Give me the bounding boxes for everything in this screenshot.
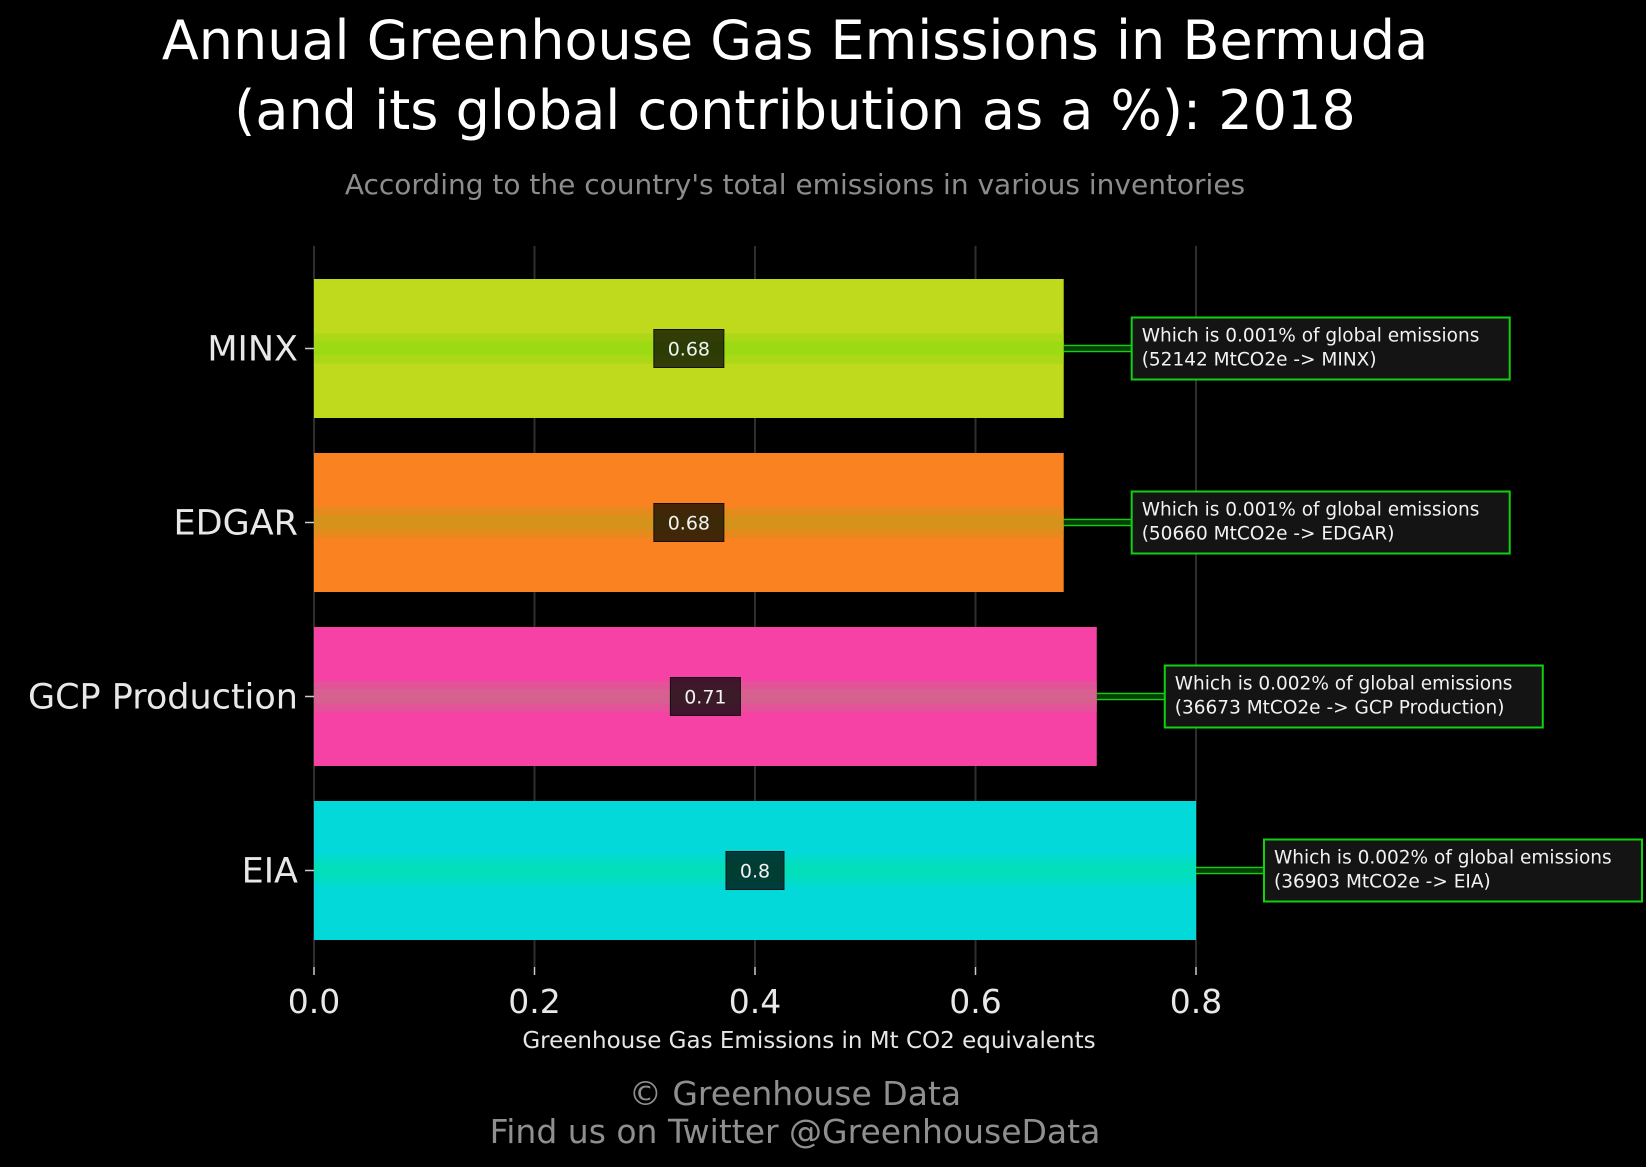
annotations-group: Which is 0.001% of global emissions (5214… xyxy=(1063,316,1643,903)
x-tick-label: 0.8 xyxy=(1170,982,1222,1021)
title-line-1: Annual Greenhouse Gas Emissions in Bermu… xyxy=(161,9,1429,72)
value-label: 0.68 xyxy=(668,513,710,535)
value-label: 0.8 xyxy=(740,861,770,883)
x-axis-label: Greenhouse Gas Emissions in Mt CO2 equiv… xyxy=(522,1028,1095,1054)
annotation-box xyxy=(1130,316,1511,381)
x-tick-label: 0.4 xyxy=(729,982,781,1021)
x-tick-label: 0.0 xyxy=(288,982,340,1021)
annotation-box xyxy=(1163,664,1544,729)
value-label-box xyxy=(669,677,741,716)
value-label-box xyxy=(725,851,785,890)
value-label: 0.71 xyxy=(684,687,726,709)
annotation-text: (50660 MtCO2e -> EDGAR) xyxy=(1142,524,1395,545)
footer-copyright: © Greenhouse Data xyxy=(628,1074,962,1113)
chart-title: Annual Greenhouse Gas Emissions in Bermu… xyxy=(0,6,1590,146)
category-label: MINX xyxy=(207,330,298,370)
y-axis: MINX EDGAR GCP Production EIA xyxy=(28,330,314,892)
annotation-text: (36673 MtCO2e -> GCP Production) xyxy=(1175,698,1505,719)
category-label: EDGAR xyxy=(174,504,298,544)
annotation-text: Which is 0.002% of global emissions xyxy=(1175,674,1513,695)
annotation-text: Which is 0.001% of global emissions xyxy=(1142,500,1480,521)
annotation-text: Which is 0.002% of global emissions xyxy=(1274,848,1612,869)
annotation-text: (36903 MtCO2e -> EIA) xyxy=(1274,872,1491,893)
annotation-box xyxy=(1263,838,1643,903)
category-label: GCP Production xyxy=(28,678,298,718)
title-line-2: (and its global contribution as a %): 20… xyxy=(234,79,1356,142)
footer-twitter: Find us on Twitter @GreenhouseData xyxy=(489,1112,1101,1151)
value-label-box xyxy=(653,503,725,542)
category-label: EIA xyxy=(242,852,298,892)
annotation-text: (52142 MtCO2e -> MINX) xyxy=(1142,350,1377,371)
value-label: 0.68 xyxy=(668,339,710,361)
bars-group: 0.68 0.68 0.71 0.8 xyxy=(314,279,1196,940)
chart-subtitle: According to the country's total emissio… xyxy=(344,168,1246,201)
annotation-box xyxy=(1130,490,1511,555)
x-tick-label: 0.6 xyxy=(949,982,1001,1021)
x-tick-label: 0.2 xyxy=(508,982,560,1021)
x-axis: 0.0 0.2 0.4 0.6 0.8 xyxy=(288,967,1222,1021)
annotation-text: Which is 0.001% of global emissions xyxy=(1142,326,1480,347)
value-label-box xyxy=(653,329,725,368)
